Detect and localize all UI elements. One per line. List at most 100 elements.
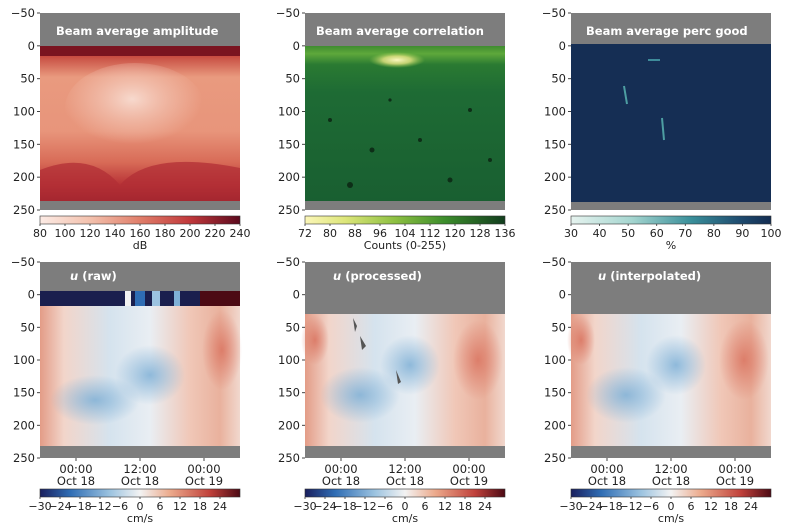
colorbar-tick-label: 100 <box>55 227 76 240</box>
colorbar-tick-label: 220 <box>205 227 226 240</box>
colorbar-tick-label: 12 <box>438 500 452 513</box>
colorbar-tick-label: 30 <box>564 227 578 240</box>
y-tick-label: 150 <box>13 137 35 151</box>
perc-good-field <box>571 44 771 202</box>
y-tick-label: 150 <box>13 386 35 400</box>
colorbar-tick-label: 0 <box>137 500 144 513</box>
y-tick-label: 0 <box>293 288 300 302</box>
colorbar <box>39 215 241 225</box>
colorbar-tick-label: 12 <box>173 500 187 513</box>
amplitude-low-region <box>65 63 205 153</box>
y-tick-label: 250 <box>13 451 35 465</box>
flagged-gap <box>396 370 401 384</box>
y-tick-label: 200 <box>278 170 300 184</box>
panel-u-raw: u (raw) <box>40 262 242 458</box>
panel-amplitude: Beam average amplitude <box>40 13 240 210</box>
y-tick-label: 250 <box>544 451 566 465</box>
x-tick-time: 00:00 <box>187 462 220 476</box>
y-tick-label: 250 <box>544 203 566 217</box>
colorbar-tick-label: −18 <box>599 500 622 513</box>
panel-title: Beam average correlation <box>316 24 484 38</box>
colorbar-tick-label: 80 <box>33 227 47 240</box>
colorbar-tick-label: 120 <box>445 227 466 240</box>
x-tick-date: Oct 19 <box>716 474 754 488</box>
y-tick-label: −50 <box>542 6 566 20</box>
colorbar <box>39 488 241 498</box>
title-variable: u <box>598 269 606 283</box>
y-tick-label: 100 <box>13 353 35 367</box>
y-tick-label: 0 <box>559 39 566 53</box>
y-tick-label: 250 <box>13 203 35 217</box>
y-tick-label: 200 <box>544 170 566 184</box>
y-tick-label: 100 <box>544 105 566 119</box>
panel-title: u (interpolated) <box>598 269 701 283</box>
colorbar-tick-label: 200 <box>180 227 201 240</box>
y-tick-label: −50 <box>276 6 300 20</box>
colorbar-tick-label: 160 <box>130 227 151 240</box>
surface-noise-patch <box>152 291 160 306</box>
velocity-blue-lobe <box>50 375 140 425</box>
y-tick-label: 0 <box>559 288 566 302</box>
x-tick-date: Oct 18 <box>322 474 360 488</box>
surface-noise-patch <box>200 291 240 306</box>
panel-correlation: Beam average correlation <box>305 13 505 210</box>
colorbar-tick-label: 100 <box>761 227 782 240</box>
amplitude-surface-band <box>40 46 240 56</box>
velocity-red-lobe <box>202 310 242 390</box>
y-tick-label: −50 <box>542 255 566 269</box>
correlation-low-specks <box>328 98 492 188</box>
x-tick-time: 12:00 <box>654 462 687 476</box>
colorbar-tick-label: −24 <box>313 500 336 513</box>
colorbar-tick-label: −24 <box>48 500 71 513</box>
x-tick-date: Oct 19 <box>450 474 488 488</box>
colorbar-tick-label: 80 <box>323 227 337 240</box>
y-tick-label: 200 <box>278 418 300 432</box>
surface-noise-patch <box>135 291 145 306</box>
colorbar-tick-label: 18 <box>724 500 738 513</box>
colorbar-tick-label: 80 <box>707 227 721 240</box>
colorbar-label: % <box>666 239 676 252</box>
title-variable: u <box>333 269 341 283</box>
velocity-blue-lobe <box>115 345 185 405</box>
colorbar-label: cm/s <box>658 512 684 525</box>
title-suffix: (processed) <box>341 269 422 283</box>
velocity-red-lobe <box>719 320 769 400</box>
velocity-red-lobe <box>453 320 503 400</box>
colorbar-tick-label: 72 <box>298 227 312 240</box>
colorbar-tick-label: −24 <box>579 500 602 513</box>
colorbar-tick-label: 128 <box>470 227 491 240</box>
x-tick-date: Oct 18 <box>386 474 424 488</box>
x-tick-time: 12:00 <box>123 462 156 476</box>
colorbar-tick-label: 18 <box>193 500 207 513</box>
colorbar-tick-label: −30 <box>559 500 582 513</box>
velocity-blue-lobe <box>380 335 440 395</box>
title-suffix: (interpolated) <box>606 269 701 283</box>
flagged-gap <box>353 318 357 332</box>
colorbar-tick-label: 240 <box>230 227 251 240</box>
x-tick-date: Oct 18 <box>57 474 95 488</box>
colorbar-tick-label: 120 <box>80 227 101 240</box>
y-tick-label: 150 <box>544 137 566 151</box>
colorbar-tick-label: 6 <box>422 500 429 513</box>
axes-layer: −50 0 50 100 150 200 250 −50 0 50 100 150 200 250 −50 0… <box>11 6 754 488</box>
y-tick-label: 0 <box>28 39 35 53</box>
colorbar-tick-label: 6 <box>157 500 164 513</box>
y-tick-label: 200 <box>13 170 35 184</box>
x-tick-time: 00:00 <box>718 462 751 476</box>
colorbar-tick-label: −6 <box>112 500 128 513</box>
y-tick-label: 50 <box>20 320 35 334</box>
x-tick-time: 00:00 <box>590 462 623 476</box>
y-tick-label: −50 <box>276 255 300 269</box>
colorbar-tick-label: 104 <box>395 227 416 240</box>
colorbar-tick-label: 0 <box>668 500 675 513</box>
colorbar <box>304 215 506 225</box>
colorbar-tick-label: 24 <box>478 500 492 513</box>
y-tick-label: 50 <box>285 320 300 334</box>
colorbar-tick-label: −18 <box>68 500 91 513</box>
y-tick-label: 50 <box>551 72 566 86</box>
y-tick-label: 100 <box>278 105 300 119</box>
panel-title: Beam average amplitude <box>56 24 219 38</box>
y-tick-label: −50 <box>11 6 35 20</box>
colorbar-tick-label: 24 <box>213 500 227 513</box>
